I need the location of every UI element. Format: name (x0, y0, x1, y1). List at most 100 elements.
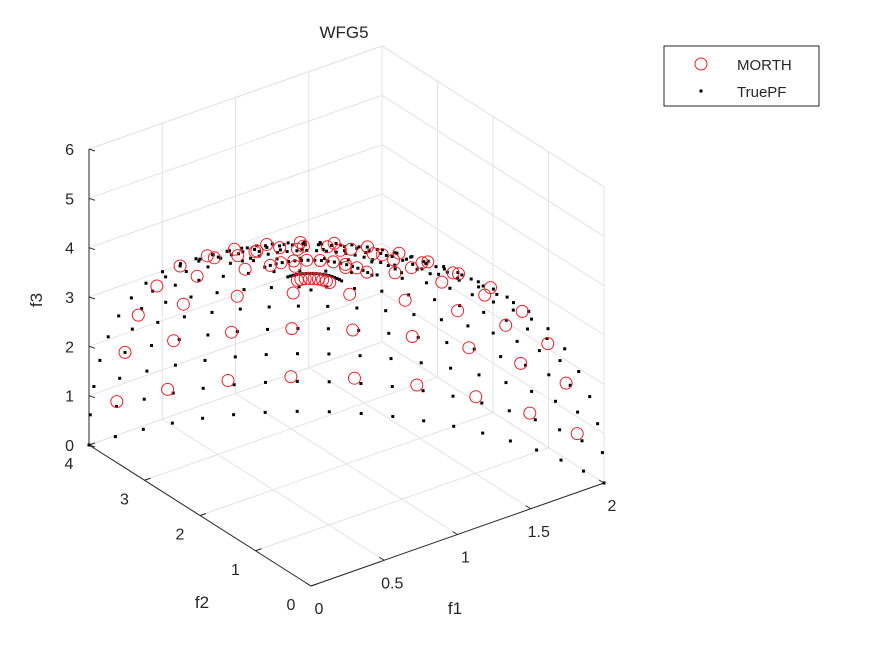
morth-point (287, 254, 301, 268)
truepf-point (221, 274, 225, 278)
gridline-z-side-wall (381, 242, 605, 385)
morth-point (313, 254, 327, 267)
truepf-point (170, 421, 174, 425)
truepf-point (316, 243, 320, 247)
truepf-point (326, 259, 330, 263)
box-edge (88, 45, 383, 150)
truepf-point (142, 397, 146, 401)
y-tick-mark (144, 477, 151, 481)
truepf-point (266, 252, 270, 256)
truepf-point (401, 258, 405, 262)
truepf-point (182, 315, 186, 319)
truepf-point (151, 289, 155, 293)
truepf-point (164, 275, 168, 279)
morth-point (231, 249, 245, 263)
truepf-point (198, 257, 202, 261)
data-points (87, 236, 606, 485)
gridline-z-back-wall (88, 292, 383, 397)
truepf-point (113, 435, 117, 439)
truepf-point (197, 259, 201, 263)
morth-point (291, 242, 304, 256)
truepf-point (206, 265, 210, 269)
truepf-point (339, 243, 342, 247)
truepf-point (290, 243, 294, 247)
legend-marker-morth (694, 57, 708, 71)
truepf-point (389, 357, 393, 361)
truepf-point (233, 355, 237, 359)
truepf-point (252, 259, 255, 263)
y-tick-label: 3 (120, 491, 129, 508)
truepf-point (87, 443, 91, 447)
x-tick-label: 0.5 (381, 575, 403, 592)
truepf-point (412, 313, 416, 317)
truepf-point (228, 249, 231, 253)
x-tick-mark (378, 556, 385, 561)
truepf-point (480, 401, 484, 405)
truepf-point (300, 247, 304, 251)
truepf-point (340, 279, 344, 283)
truepf-point (216, 255, 220, 259)
truepf-point (268, 263, 272, 267)
truepf-point (117, 314, 121, 318)
morth-point (221, 374, 235, 387)
truepf-point (171, 391, 175, 395)
morth-point (326, 255, 340, 269)
z-tick-label: 0 (65, 438, 74, 455)
truepf-point (201, 416, 205, 420)
legend: MORTH TruePF (663, 45, 820, 107)
gridline-z-back-wall (88, 242, 383, 347)
truepf-point (232, 383, 236, 387)
truepf-point (88, 413, 92, 417)
truepf-point (295, 379, 299, 383)
truepf-point (411, 262, 415, 266)
truepf-point (92, 385, 96, 388)
truepf-point (326, 327, 330, 331)
truepf-point (306, 258, 310, 262)
truepf-point (303, 243, 307, 247)
chart-title: WFG5 (319, 23, 368, 42)
morth-point (293, 236, 307, 249)
truepf-point (342, 245, 346, 249)
morth-point (225, 325, 238, 339)
truepf-point (356, 266, 360, 270)
truepf-point (263, 410, 267, 414)
truepf-point (215, 291, 219, 295)
truepf-point (319, 259, 323, 263)
truepf-point (421, 389, 425, 393)
truepf-point (264, 353, 268, 357)
morth-point (290, 273, 304, 287)
morth-point (446, 266, 460, 280)
truepf-point (267, 305, 271, 309)
truepf-point (228, 261, 232, 265)
morth-point (260, 238, 274, 251)
truepf-point (289, 274, 293, 278)
truepf-point (375, 273, 379, 277)
truepf-point (129, 296, 133, 300)
truepf-point (164, 300, 168, 304)
y-tick-mark (199, 513, 207, 516)
truepf-point (547, 373, 551, 377)
z-tick-mark (88, 148, 96, 152)
truepf-point (530, 317, 533, 321)
truepf-point (405, 257, 408, 261)
truepf-point (384, 254, 388, 257)
x-tick-mark (452, 531, 458, 535)
truepf-point (246, 271, 250, 275)
truepf-point (329, 243, 333, 247)
truepf-point (515, 339, 519, 343)
truepf-point (460, 273, 464, 277)
morth-point (469, 390, 483, 404)
z-tick-label: 6 (65, 142, 74, 159)
truepf-point (384, 309, 388, 313)
truepf-point (242, 288, 246, 292)
truepf-point (240, 259, 244, 263)
truepf-point (491, 287, 495, 291)
truepf-point (526, 327, 529, 331)
truepf-point (596, 422, 600, 426)
legend-marker-truepf (699, 89, 703, 93)
truepf-point (334, 250, 338, 254)
truepf-point (210, 310, 214, 314)
truepf-point (358, 354, 362, 358)
morth-point (274, 256, 288, 270)
morth-point (298, 272, 312, 286)
